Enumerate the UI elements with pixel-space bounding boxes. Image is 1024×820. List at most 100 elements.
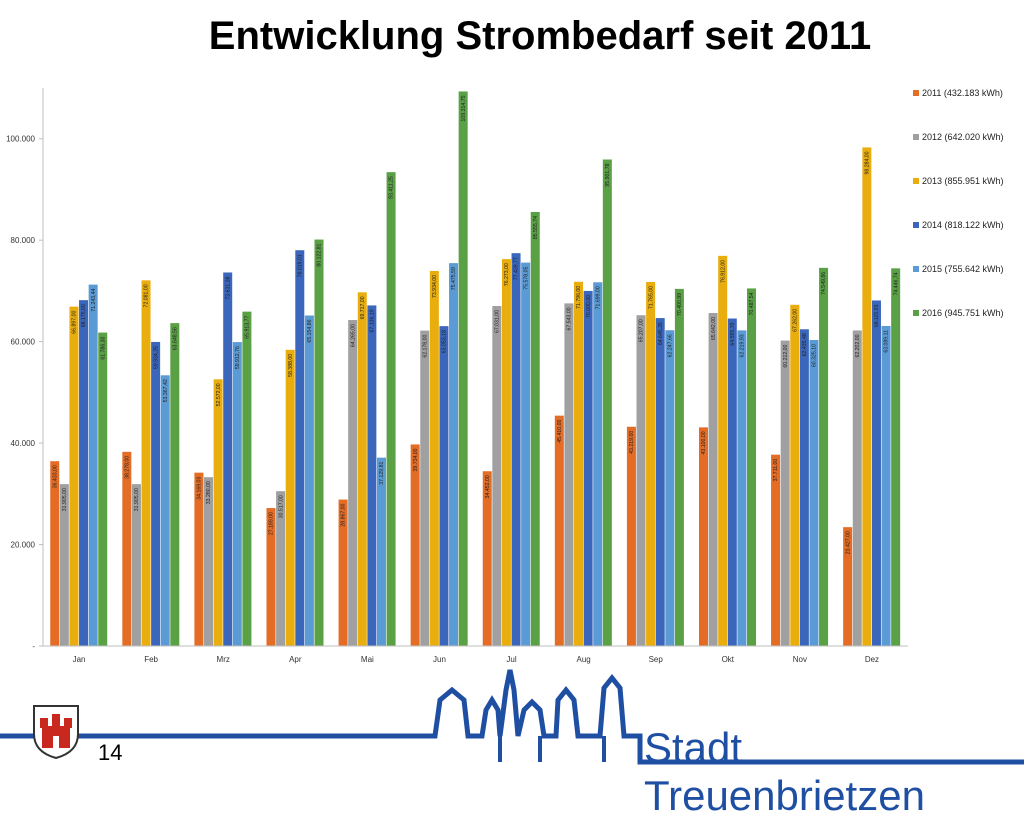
- bar: [314, 239, 324, 646]
- bar-value-label: 74.446,74: [893, 272, 899, 295]
- bar: [429, 270, 439, 646]
- bar: [554, 415, 564, 646]
- bar: [386, 172, 396, 646]
- bar: [871, 300, 881, 646]
- bar-value-label: 62.219,93: [740, 334, 746, 357]
- bar-value-label: 93.411,25: [389, 176, 395, 199]
- bar: [295, 250, 305, 646]
- bar-value-label: 95.901,78: [605, 163, 611, 186]
- bar-value-label: 33.280,00: [206, 481, 212, 504]
- bar-value-label: 67.136,19: [370, 309, 376, 332]
- y-axis: - 20.000 40.000 60.000 80.000 100.000: [6, 88, 44, 651]
- bar-value-label: 34.452,00: [485, 475, 491, 498]
- bar: [357, 292, 367, 646]
- legend-entry: 2013 (855.951 kWh): [922, 176, 1004, 186]
- bar: [458, 91, 468, 647]
- bar-value-label: 43.100,00: [701, 431, 707, 454]
- x-tick-label: Mai: [361, 655, 374, 664]
- bar-value-label: 68.176,00: [81, 304, 87, 327]
- legend-swatch: [913, 266, 919, 272]
- bar-value-label: 37.711,00: [773, 459, 779, 482]
- page-number: 14: [98, 740, 123, 765]
- bar-value-label: 63.089,11: [884, 330, 890, 353]
- legend-entry: 2014 (818.122 kWh): [922, 220, 1004, 230]
- bar-value-label: 63.648,56: [173, 327, 179, 350]
- bar-value-label: 74.549,86: [821, 272, 827, 295]
- x-axis: Jan Feb Mrz Apr Mai Jun Jul Aug Sep Okt Nov Dez: [43, 645, 908, 664]
- bar: [420, 330, 430, 646]
- bar: [790, 304, 800, 646]
- bar-value-label: 59.912,76: [235, 346, 241, 369]
- bar: [492, 305, 502, 646]
- bar-value-label: 71.796,00: [576, 286, 582, 309]
- bar-value-label: 64.555,70: [730, 322, 736, 345]
- bar-value-label: 62.435,48: [802, 333, 808, 356]
- legend-swatch: [913, 134, 919, 140]
- bar-value-label: 53.367,42: [163, 379, 169, 402]
- bar: [242, 311, 252, 646]
- bar-value-label: 65.913,77: [245, 316, 251, 339]
- bar: [304, 315, 314, 646]
- bar-value-label: 75.475,59: [451, 267, 457, 290]
- y-tick-label: 60.000: [11, 338, 36, 347]
- bar-value-label: 23.427,00: [845, 531, 851, 554]
- bar: [655, 318, 665, 646]
- bar-value-label: 52.572,00: [216, 383, 222, 406]
- x-tick-label: Jul: [506, 655, 516, 664]
- bar-value-label: 70.400,99: [677, 293, 683, 316]
- x-tick-label: Okt: [722, 655, 735, 664]
- y-tick-label: 20.000: [11, 541, 36, 550]
- bar-value-label: 78.019,01: [297, 254, 303, 277]
- bar-value-label: 39.734,00: [413, 448, 419, 471]
- bar-value-label: 69.717,00: [360, 296, 366, 319]
- bar-value-label: 72.081,00: [144, 284, 150, 307]
- bar-value-label: 64.645,35: [658, 322, 664, 345]
- legend-entry: 2016 (945.751 kWh): [922, 308, 1004, 318]
- bar-value-label: 98.284,00: [865, 151, 871, 174]
- bar: [232, 342, 242, 646]
- y-tick-label: -: [32, 642, 35, 651]
- bar: [852, 330, 862, 646]
- bar: [521, 262, 531, 646]
- bar: [501, 259, 511, 646]
- bar-value-label: 66.897,00: [72, 311, 78, 334]
- bar-value-label: 80.122,81: [317, 243, 323, 266]
- bar-value-label: 70.000,00: [586, 295, 592, 318]
- bar-value-label: 64.265,00: [350, 324, 356, 347]
- bar: [593, 282, 603, 646]
- bar: [574, 281, 584, 646]
- bar-value-label: 31.905,00: [134, 488, 140, 511]
- bar: [862, 147, 872, 646]
- bar: [122, 451, 132, 646]
- bar: [511, 253, 521, 646]
- legend-entry: 2015 (755.642 kWh): [922, 264, 1004, 274]
- x-tick-label: Jun: [433, 655, 446, 664]
- bar: [50, 461, 60, 646]
- bar: [285, 349, 295, 646]
- bar: [376, 457, 386, 646]
- bar: [204, 477, 214, 646]
- bar: [530, 211, 540, 646]
- x-tick-label: Apr: [289, 655, 302, 664]
- y-tick-label: 80.000: [11, 236, 36, 245]
- legend-swatch: [913, 310, 919, 316]
- bar: [674, 288, 684, 646]
- bar: [160, 375, 170, 646]
- legend-swatch: [913, 222, 919, 228]
- bar-value-label: 75.578,05: [523, 266, 529, 289]
- bar: [88, 284, 98, 646]
- bar: [737, 330, 747, 646]
- bar-value-label: 85.555,74: [533, 216, 539, 239]
- bar: [59, 484, 69, 646]
- bar: [602, 159, 612, 646]
- bar: [223, 272, 233, 646]
- bar-value-label: 70.487,54: [749, 292, 755, 315]
- bar: [266, 508, 276, 646]
- bar-value-label: 27.189,00: [269, 512, 275, 535]
- bar: [843, 527, 853, 646]
- x-tick-label: Nov: [793, 655, 807, 664]
- bar-value-label: 34.169,00: [197, 477, 203, 500]
- bar-value-label: 73.631,38: [225, 276, 231, 299]
- bar: [79, 300, 89, 646]
- bar: [98, 332, 108, 646]
